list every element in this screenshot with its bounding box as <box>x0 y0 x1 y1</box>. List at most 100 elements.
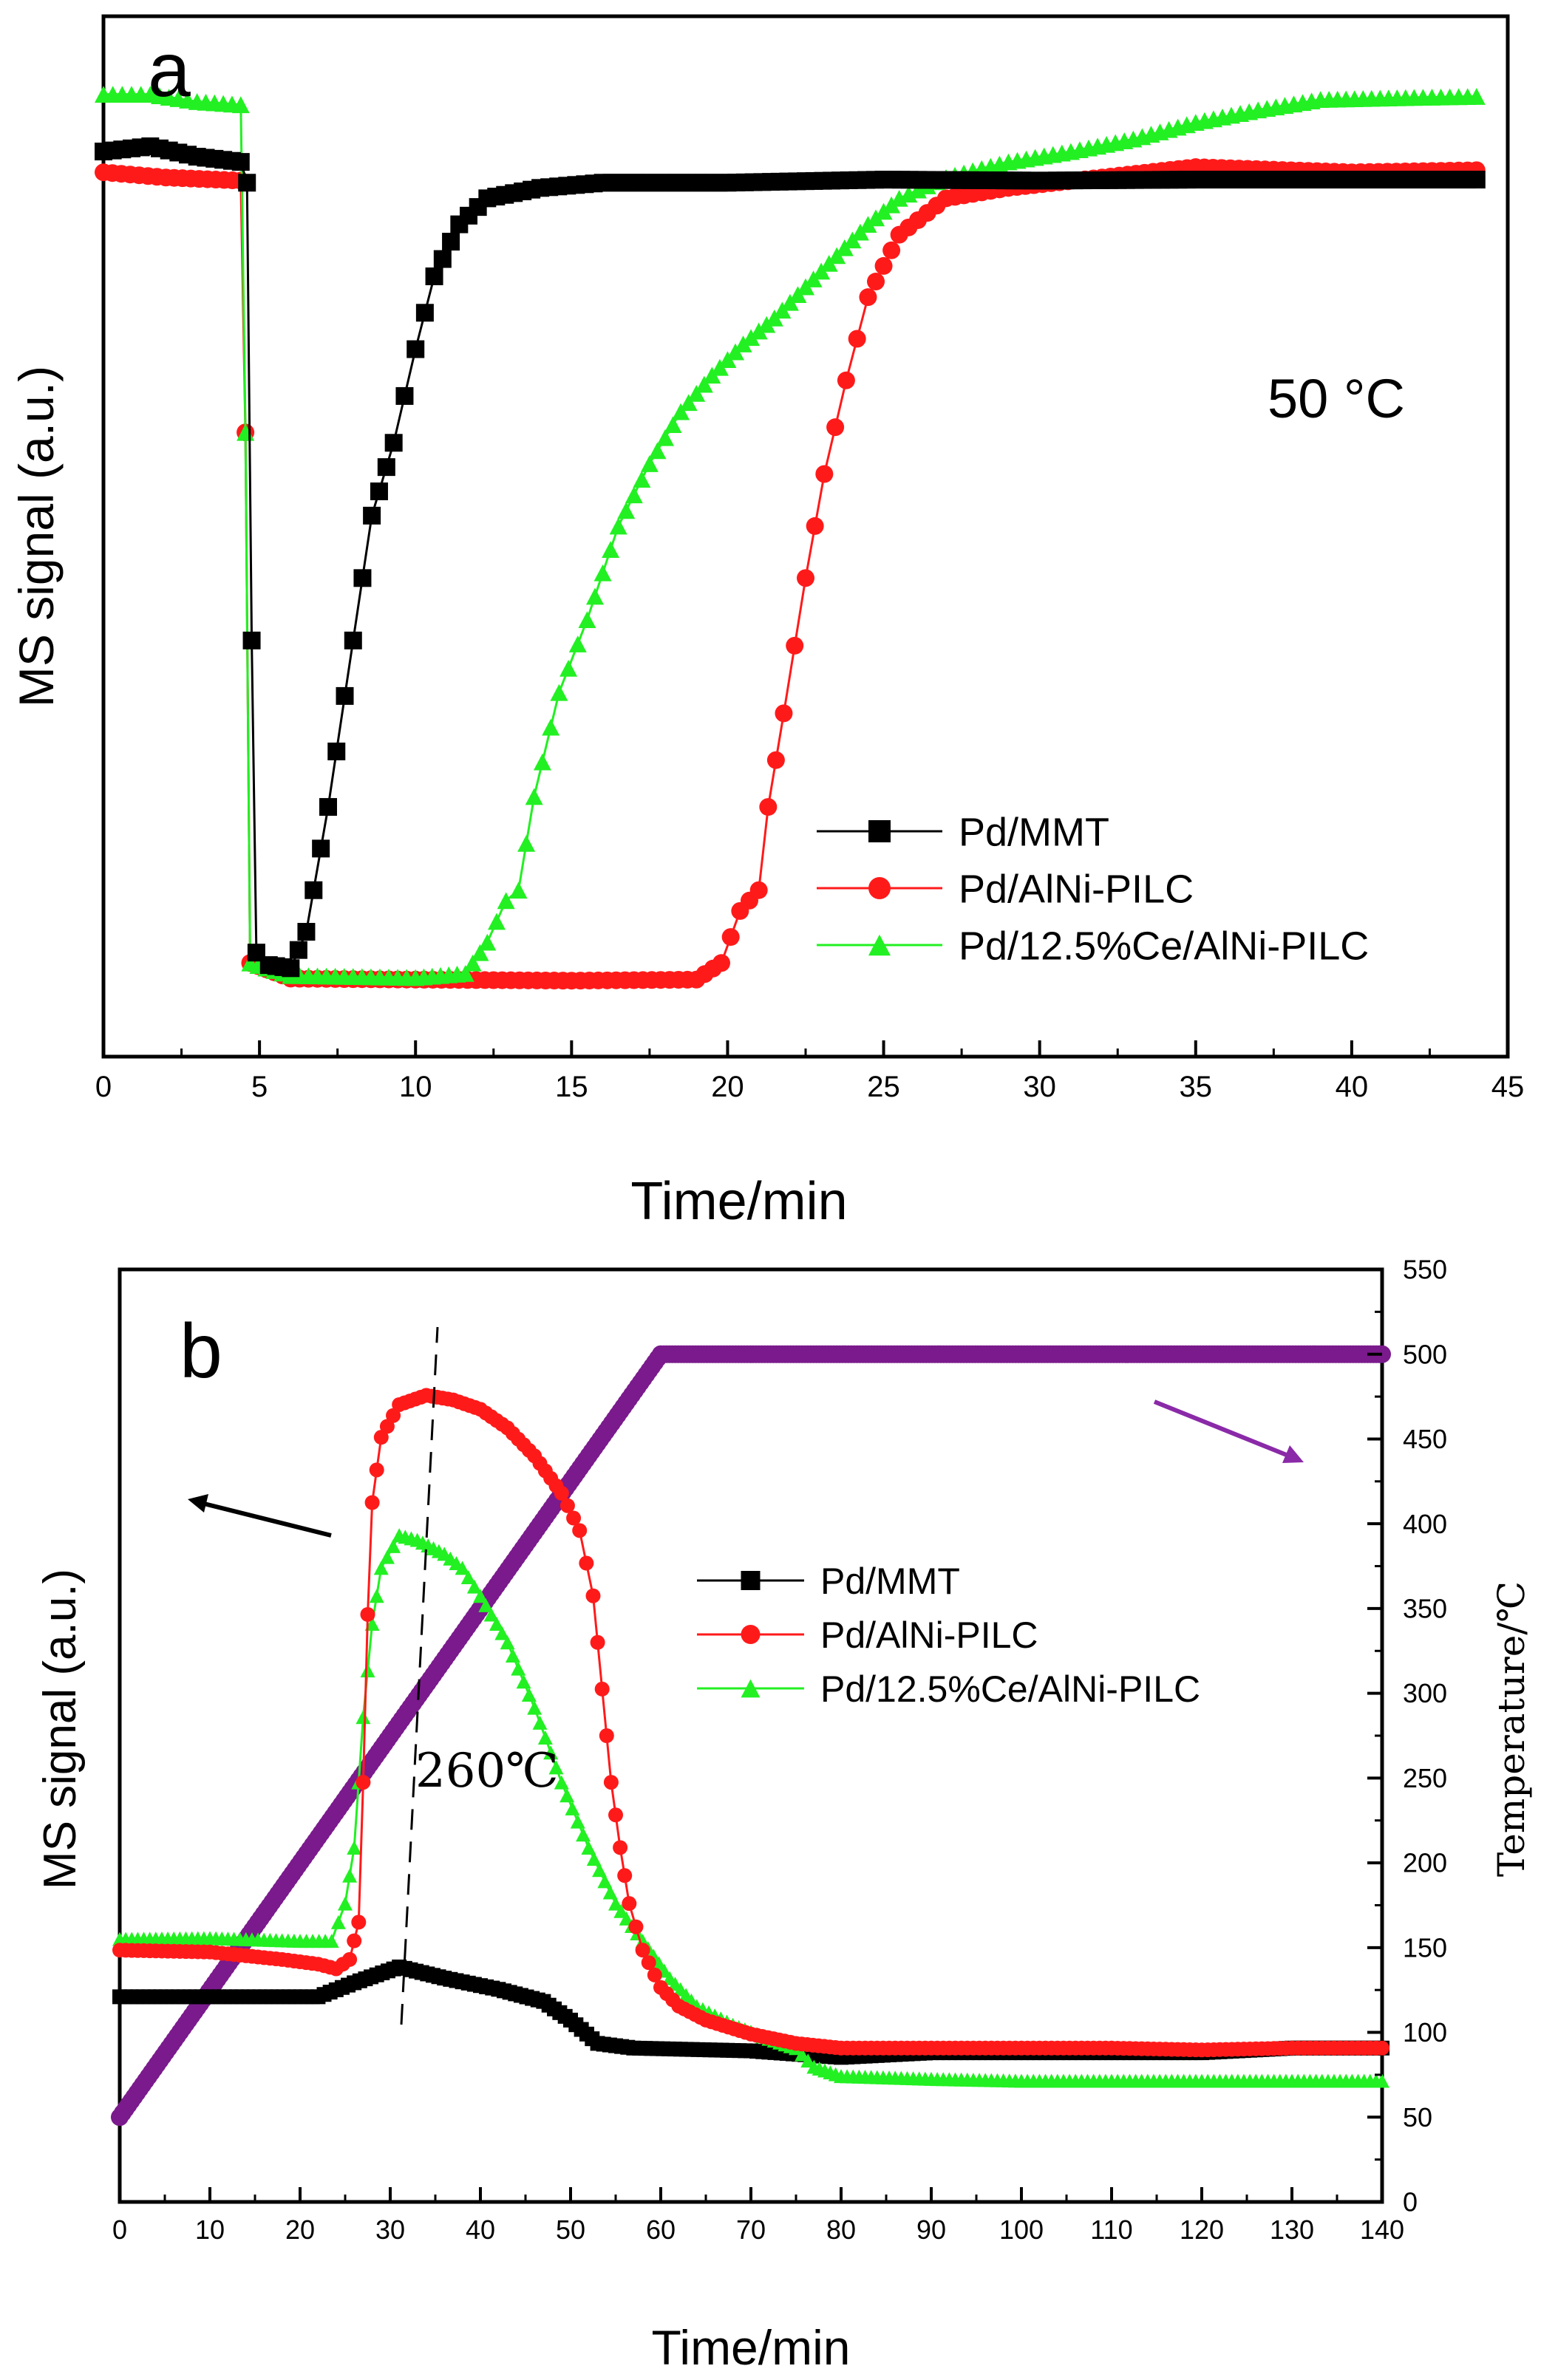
pd-12-5-ce-alni-pilc-point <box>576 1827 591 1842</box>
pd-12-5-ce-alni-pilc-point <box>473 1589 488 1603</box>
pd-12-5-ce-alni-pilc-point <box>586 1852 602 1866</box>
panel-b-ylabel: MS signal (a.u.) <box>35 1569 86 1889</box>
y2-tick-label: 550 <box>1403 1255 1447 1285</box>
pd-alni-pilc-point <box>622 1896 637 1912</box>
pd-alni-pilc-point <box>815 465 834 483</box>
pd-12-5-ce-alni-pilc-point <box>609 517 627 535</box>
y2-tick-label: 150 <box>1403 1932 1447 1963</box>
legend-label-pd-alni-pilc: Pd/AlNi-PILC <box>959 867 1194 911</box>
x-tick-label: 20 <box>711 1071 744 1103</box>
pd-12-5-ce-alni-pilc-point <box>509 882 528 899</box>
x-tick-label: 90 <box>916 2214 946 2245</box>
pd-12-5-ce-alni-pilc-point <box>456 964 474 982</box>
pd-12-5-ce-alni-pilc-point <box>463 954 482 972</box>
pd-mmt-point <box>395 386 414 405</box>
pd-12-5-ce-alni-pilc-point <box>679 394 698 412</box>
pd-12-5-ce-alni-pilc-point <box>581 1840 596 1855</box>
pd-12-5-ce-alni-pilc-point <box>488 913 506 930</box>
pd-12-5-ce-alni-pilc-point <box>586 587 604 605</box>
pd-alni-pilc-point <box>848 330 866 348</box>
pd-12-5-ce-alni-pilc-point <box>1375 2073 1389 2088</box>
pd-12-5-ce-alni-pilc-point <box>494 1626 510 1640</box>
pd-alni-pilc-point <box>356 1775 371 1790</box>
pd-mmt-point <box>231 153 250 171</box>
pd-12-5-ce-alni-pilc-point <box>593 564 612 582</box>
panel-a-ylabel: MS signal (a.u.) <box>9 366 64 707</box>
legend-marker-pd-12-5-ce-alni-pilc <box>741 1679 761 1698</box>
pd-12-5-ce-alni-pilc-point <box>532 1715 548 1730</box>
pd-alni-pilc-point <box>617 1868 633 1883</box>
pd-mmt-point <box>344 631 362 649</box>
pd-mmt-point <box>353 569 372 587</box>
pd-mmt-point <box>370 482 388 500</box>
pd-alni-pilc-point <box>882 241 901 259</box>
pd-alni-pilc-point <box>360 1606 375 1622</box>
pd-12-5-ce-alni-pilc-point <box>347 1840 362 1855</box>
pd-12-5-ce-alni-pilc-point <box>565 1801 580 1815</box>
pd-12-5-ce-alni-pilc-point <box>455 1561 470 1575</box>
pd-mmt-point <box>1467 171 1486 189</box>
x-tick-label: 140 <box>1360 2214 1404 2245</box>
x-tick-label: 10 <box>399 1071 432 1103</box>
pd-12-5-ce-alni-pilc-point <box>687 385 706 402</box>
pd-12-5-ce-alni-pilc-point <box>550 683 568 701</box>
pd-12-5-ce-alni-pilc-point <box>664 416 682 434</box>
x-tick-label: 25 <box>867 1071 900 1103</box>
x-tick-label: 120 <box>1180 2214 1224 2245</box>
panel-b-legend: Pd/MMT Pd/AlNi-PILC Pd/12.5%Ce/AlNi-PILC <box>697 1561 1200 1710</box>
panel-b-label: b <box>180 1309 222 1394</box>
y2-tick-label: 50 <box>1403 2102 1432 2132</box>
pd-12-5-ce-alni-pilc-line <box>103 93 1477 979</box>
vertical-dashed-line <box>400 1326 439 2025</box>
pd-mmt-point <box>377 458 395 477</box>
pd-mmt-point <box>312 839 330 858</box>
pd-alni-pilc-point <box>590 1634 605 1650</box>
panel-a-xlabel: Time/min <box>630 1172 847 1231</box>
pd-alni-pilc-point <box>603 1775 619 1790</box>
pd-12-5-ce-alni-pilc-point <box>489 1617 504 1631</box>
pd-mmt-point <box>406 340 425 358</box>
series-pd-alni-pilc <box>112 1388 1389 2058</box>
pd-mmt-point <box>289 941 307 959</box>
legend-label-pd-alni-pilc: Pd/AlNi-PILC <box>820 1614 1038 1656</box>
pd-12-5-ce-alni-pilc-point <box>592 1863 608 1878</box>
pd-alni-pilc-point <box>721 928 740 947</box>
pd-mmt-point <box>242 631 261 649</box>
pd-mmt-point <box>433 250 452 268</box>
pd-alni-pilc-point <box>594 1681 610 1697</box>
pd-12-5-ce-alni-pilc-point <box>369 1589 384 1603</box>
pd-12-5-ce-alni-pilc-point <box>516 1674 531 1689</box>
x-tick-label: 30 <box>1023 1071 1056 1103</box>
pd-mmt-point <box>442 233 460 251</box>
pd-12-5-ce-alni-pilc-point <box>497 892 515 910</box>
pd-12-5-ce-alni-pilc-point <box>505 1648 520 1663</box>
panel-b-xlabel: Time/min <box>652 2320 851 2375</box>
pd-mmt-point <box>297 923 316 941</box>
x-tick-label: 40 <box>466 2214 495 2245</box>
pd-12-5-ce-alni-pilc-point <box>527 1700 542 1715</box>
panel-a-temp-annotation: 50 °C <box>1268 368 1405 429</box>
pd-alni-pilc-point <box>635 1943 650 1958</box>
pd-mmt-point <box>336 686 354 705</box>
pd-alni-pilc-point <box>373 1430 389 1445</box>
pd-alni-pilc-point <box>566 1510 582 1526</box>
pd-12-5-ce-alni-pilc-point <box>521 1687 537 1702</box>
pd-12-5-ce-alni-pilc-point <box>559 1788 575 1803</box>
series-temperature <box>111 1345 1391 2127</box>
pd-alni-pilc-point <box>797 569 814 587</box>
pd-12-5-ce-alni-pilc-point <box>537 1731 553 1745</box>
pd-12-5-ce-alni-pilc-point <box>338 1896 353 1911</box>
pd-alni-pilc-point <box>874 256 893 275</box>
panel-a-label: a <box>148 27 191 113</box>
pd-12-5-ce-alni-pilc-point <box>543 1745 559 1760</box>
pd-12-5-ce-alni-pilc-point <box>568 635 587 652</box>
pd-alni-pilc-point <box>759 798 778 816</box>
pd-12-5-ce-alni-pilc-point <box>356 1710 371 1725</box>
pd-12-5-ce-alni-pilc-point <box>608 1896 623 1911</box>
pd-alni-pilc-point <box>554 1485 569 1501</box>
pd-12-5-ce-alni-pilc-point <box>640 455 659 472</box>
x-tick-label: 20 <box>285 2214 315 2245</box>
pd-alni-pilc-point <box>608 1807 623 1823</box>
legend-marker-pd-alni-pilc <box>868 877 891 899</box>
pd-12-5-ce-alni-pilc-point <box>460 1569 476 1584</box>
